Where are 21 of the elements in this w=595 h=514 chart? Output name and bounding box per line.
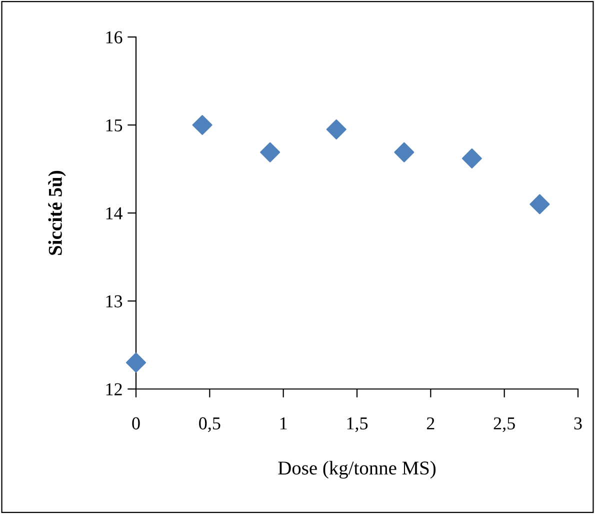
x-tick-label: 0 [132, 417, 140, 430]
point [394, 142, 414, 162]
y-tick-label: 13 [106, 295, 122, 308]
point [462, 148, 482, 168]
x-tick-label: 1,5 [347, 417, 368, 432]
x-tick-label: 2,5 [494, 417, 515, 432]
y-axis-title: Siccité 5ù) [48, 170, 66, 255]
y-tick-label: 16 [106, 31, 122, 44]
x-tick-label: 2 [426, 417, 434, 430]
point [126, 352, 146, 373]
x-tick-label: 3 [574, 417, 582, 430]
y-tick-label: 15 [106, 119, 122, 132]
x-tick-label: 1 [280, 417, 287, 430]
point [260, 142, 280, 162]
point [326, 119, 346, 140]
y-tick-label: 12 [106, 383, 122, 396]
point [192, 114, 212, 136]
x-tick-label: 0,5 [199, 417, 220, 432]
y-tick-label: 14 [106, 207, 123, 220]
x-axis-title: Dose (kg/tonne MS) [278, 460, 436, 479]
point [530, 194, 550, 214]
